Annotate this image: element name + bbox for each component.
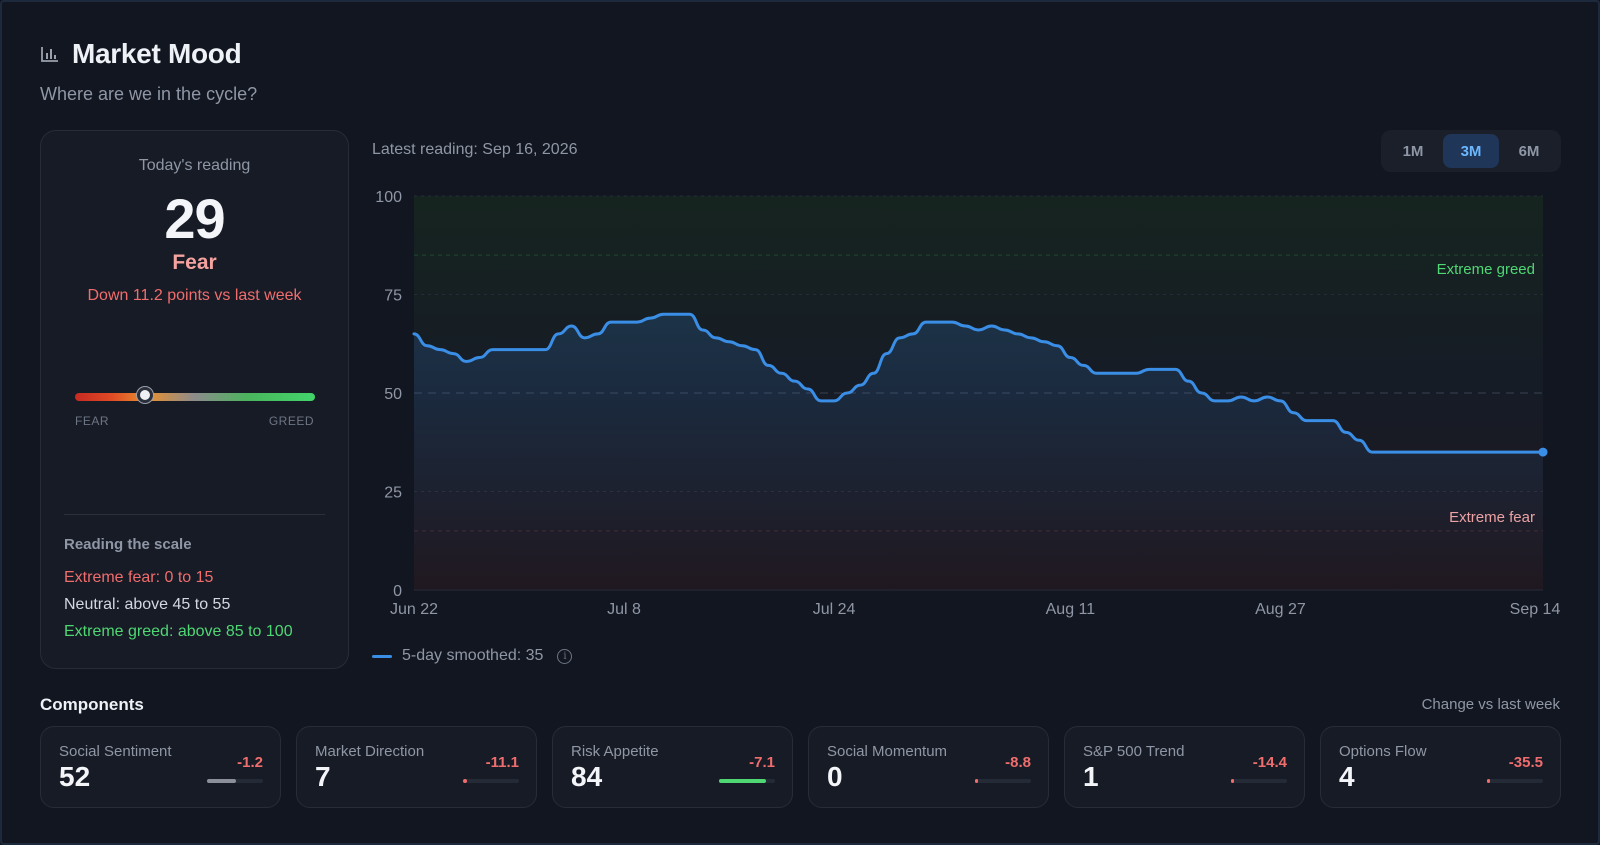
component-value: 0 [827,761,843,792]
range-selector: 1M 3M 6M [1381,130,1561,172]
component-level-fill [719,779,767,783]
range-button-3m[interactable]: 3M [1443,134,1499,168]
component-level-fill [1487,779,1490,783]
reading-value: 29 [164,187,225,250]
component-value: 7 [315,761,331,792]
component-value: 84 [571,761,603,792]
gauge-indicator [136,387,153,403]
component-card[interactable]: Social Momentum 0 -8.8 [808,726,1049,808]
range-button-6m[interactable]: 6M [1518,142,1540,160]
component-value: 52 [59,761,91,792]
component-name: Social Sentiment [59,743,172,760]
component-value: 4 [1339,761,1355,792]
component-name: Market Direction [315,743,425,760]
component-card[interactable]: S&P 500 Trend 1 -14.4 [1064,726,1305,808]
component-level-track [207,779,263,783]
page-subtitle: Where are we in the cycle? [40,84,258,104]
component-level-fill [1231,779,1234,783]
component-card[interactable]: Risk Appetite 84 -7.1 [552,726,793,808]
component-name: Social Momentum [827,743,948,760]
divider [64,514,325,515]
reading-label: Today's reading [138,157,251,174]
components-title: Components [40,695,144,714]
y-tick-label: 50 [384,386,402,403]
component-card[interactable]: Market Direction 7 -11.1 [296,726,537,808]
legend-label: 5-day smoothed: 35 [402,647,544,664]
legend-line-swatch [372,654,392,658]
component-name: S&P 500 Trend [1083,743,1185,760]
scale-neutral: Neutral: above 45 to 55 [64,596,231,613]
page-title: Market Mood [72,38,242,69]
latest-reading: Latest reading: Sep 16, 2026 [372,141,578,158]
y-tick-label: 75 [384,288,402,305]
x-tick-label: Aug 27 [1255,601,1306,618]
component-change: -35.5 [1508,754,1543,771]
component-name: Options Flow [1339,743,1427,760]
x-tick-label: Jul 24 [813,601,856,618]
x-tick-label: Sep 14 [1510,601,1560,618]
gauge-greed-label: GREED [268,414,314,428]
bar-chart-icon [40,44,60,64]
scale-extreme-fear: Extreme fear: 0 to 15 [64,569,214,586]
range-button-1m[interactable]: 1M [1402,142,1424,160]
y-tick-label: 25 [384,485,402,502]
reading-mood: Fear [172,251,217,274]
component-change: -11.1 [485,754,519,771]
component-change: -7.1 [749,754,775,771]
latest-point [1538,447,1548,457]
chart-legend: 5-day smoothed: 35 i [372,647,573,665]
x-tick-label: Jun 22 [390,601,438,618]
x-tick-label: Jul 8 [607,601,641,618]
reading-change: Down 11.2 points vs last week [87,287,302,304]
y-tick-label: 100 [375,189,402,206]
component-level-track [719,779,775,783]
component-card[interactable]: Social Sentiment 52 -1.2 [40,726,281,808]
scale-title: Reading the scale [64,536,192,553]
series-line [412,312,1545,454]
info-icon[interactable]: i [557,648,573,664]
component-level-fill [207,779,237,783]
component-change: -1.2 [237,754,263,771]
components-row: Social Sentiment 52 -1.2 Market Direction 7 -… [40,726,1561,808]
component-level-track [975,779,1031,783]
extreme-greed-label: Extreme greed [1437,261,1535,278]
series-area [414,314,1543,590]
component-level-track [463,779,519,783]
component-level-track [1231,779,1287,783]
scale-extreme-greed: Extreme greed: above 85 to 100 [64,623,293,640]
x-tick-label: Aug 11 [1046,601,1096,618]
sentiment-gauge-bar [75,393,315,401]
component-value: 1 [1083,761,1099,792]
component-change: -14.4 [1252,754,1287,771]
y-tick-label: 0 [393,583,402,600]
component-level-fill [975,779,978,783]
page-header: Market Mood Where are we in the cycle? [40,38,257,105]
component-change: -8.8 [1005,754,1031,771]
component-name: Risk Appetite [571,743,659,760]
component-level-track [1487,779,1543,783]
gauge-fear-label: FEAR [75,414,110,428]
components-note: Change vs last week [1421,696,1560,713]
reading-card: Today's reading 29 Fear Down 11.2 points… [40,130,349,669]
component-level-fill [463,779,467,783]
component-card[interactable]: Options Flow 4 -35.5 [1320,726,1561,808]
title-row: Market Mood [40,38,257,70]
